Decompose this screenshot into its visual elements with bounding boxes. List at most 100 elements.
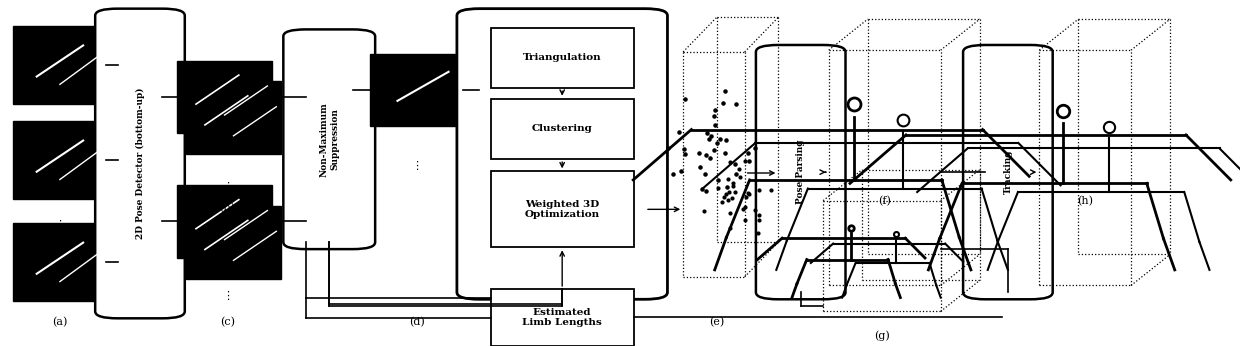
FancyBboxPatch shape xyxy=(186,206,281,279)
FancyBboxPatch shape xyxy=(186,81,281,154)
Point xyxy=(714,88,734,94)
FancyBboxPatch shape xyxy=(491,289,634,346)
Point xyxy=(734,204,754,210)
FancyBboxPatch shape xyxy=(177,185,272,258)
Point xyxy=(733,207,753,212)
Text: ⋮: ⋮ xyxy=(222,182,233,192)
Text: ⋮: ⋮ xyxy=(222,291,233,301)
FancyBboxPatch shape xyxy=(756,45,846,299)
Text: Weighted 3D
Optimization: Weighted 3D Optimization xyxy=(525,200,600,219)
FancyBboxPatch shape xyxy=(963,45,1053,299)
FancyBboxPatch shape xyxy=(491,171,634,247)
Point xyxy=(718,198,738,203)
Text: (b): (b) xyxy=(219,202,236,213)
Point xyxy=(703,113,723,119)
Point xyxy=(663,171,683,177)
FancyBboxPatch shape xyxy=(14,26,107,104)
FancyBboxPatch shape xyxy=(491,99,634,159)
Point xyxy=(696,152,715,157)
Point xyxy=(749,187,769,192)
Point xyxy=(676,96,696,102)
Point xyxy=(745,208,765,213)
Point xyxy=(707,140,727,146)
Point xyxy=(699,155,719,161)
Point xyxy=(712,200,732,205)
Text: (a): (a) xyxy=(52,317,67,327)
Point xyxy=(676,152,696,157)
Point xyxy=(711,136,730,142)
Text: 2D Pose Detector (bottom-up): 2D Pose Detector (bottom-up) xyxy=(135,88,145,239)
Point xyxy=(715,192,735,197)
Point xyxy=(720,211,740,216)
Point xyxy=(658,145,678,151)
Point xyxy=(725,161,745,166)
Text: (e): (e) xyxy=(709,317,724,327)
Point xyxy=(739,191,759,197)
Point xyxy=(745,145,765,151)
Point xyxy=(715,137,735,142)
Text: Triangulation: Triangulation xyxy=(523,53,601,63)
Text: Non-Maximum
Suppression: Non-Maximum Suppression xyxy=(320,102,339,177)
Point xyxy=(692,186,712,192)
Point xyxy=(697,130,717,136)
Point xyxy=(688,151,708,156)
Text: Pose Parsing: Pose Parsing xyxy=(796,140,805,204)
Point xyxy=(737,194,756,200)
FancyBboxPatch shape xyxy=(283,29,376,249)
Point xyxy=(673,146,693,151)
FancyBboxPatch shape xyxy=(456,9,667,299)
Text: (d): (d) xyxy=(409,317,424,327)
Point xyxy=(725,101,745,107)
Point xyxy=(749,217,769,223)
FancyBboxPatch shape xyxy=(177,61,272,133)
FancyBboxPatch shape xyxy=(14,121,107,199)
Point xyxy=(714,194,734,199)
Point xyxy=(708,177,728,183)
Point xyxy=(693,208,713,214)
Point xyxy=(720,226,740,231)
Point xyxy=(739,158,759,164)
Point xyxy=(738,190,758,195)
FancyBboxPatch shape xyxy=(14,223,107,301)
Point xyxy=(723,195,743,201)
Point xyxy=(735,217,755,222)
Point xyxy=(708,185,728,191)
Point xyxy=(727,172,746,177)
Text: (c): (c) xyxy=(219,317,234,327)
Point xyxy=(723,184,743,189)
Point xyxy=(729,166,749,171)
Point xyxy=(699,136,719,142)
Point xyxy=(719,190,739,195)
Point xyxy=(715,150,735,155)
Text: Tracking: Tracking xyxy=(1003,150,1012,194)
Point xyxy=(696,172,715,177)
Point xyxy=(735,158,755,164)
Text: ⋮: ⋮ xyxy=(53,220,64,230)
Point xyxy=(671,168,691,174)
Point xyxy=(720,159,740,165)
Point xyxy=(723,180,743,186)
Text: (f): (f) xyxy=(878,195,892,206)
Text: (h): (h) xyxy=(1078,195,1094,206)
Point xyxy=(748,230,768,236)
Point xyxy=(701,133,720,139)
Point xyxy=(761,187,781,192)
Point xyxy=(730,174,750,180)
Point xyxy=(725,189,745,195)
Point xyxy=(706,107,725,113)
Point xyxy=(704,147,724,153)
Text: Clustering: Clustering xyxy=(532,124,593,134)
Point xyxy=(689,164,709,170)
Point xyxy=(738,150,758,156)
FancyBboxPatch shape xyxy=(491,28,634,88)
Point xyxy=(749,212,769,218)
Point xyxy=(713,100,733,105)
Text: ⋮: ⋮ xyxy=(410,161,422,171)
Point xyxy=(697,189,717,194)
FancyBboxPatch shape xyxy=(370,54,463,126)
Text: (g): (g) xyxy=(874,330,890,341)
Point xyxy=(670,129,689,134)
Point xyxy=(717,184,737,190)
Point xyxy=(704,122,724,128)
FancyBboxPatch shape xyxy=(95,9,185,318)
